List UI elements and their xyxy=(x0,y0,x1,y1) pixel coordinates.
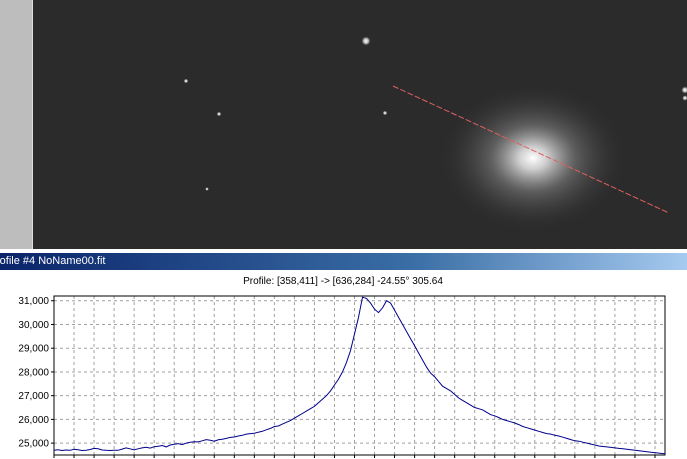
chart-grid xyxy=(53,296,665,455)
star xyxy=(361,36,371,46)
y-tick-label: 26,000 xyxy=(18,415,49,426)
y-axis: 25,000 26,000 27,000 28,000 29,000 30,000 31,0… xyxy=(18,296,54,450)
star xyxy=(216,111,222,117)
profile-series-line xyxy=(53,296,665,455)
image-viewer[interactable] xyxy=(0,0,687,249)
plot-frame xyxy=(53,295,666,456)
y-tick-label: 27,000 xyxy=(18,391,49,402)
fits-image-canvas xyxy=(33,0,687,249)
y-tick-label: 31,000 xyxy=(18,296,49,307)
fits-image[interactable] xyxy=(32,0,687,249)
profile-chart: Profile: [358,411] -> [636,284] -24.55° … xyxy=(18,276,666,458)
window-title-bar[interactable]: rofile #4 NoName00.fit xyxy=(0,253,687,270)
star xyxy=(183,78,189,84)
profile-line[interactable] xyxy=(392,85,670,214)
window-title: rofile #4 NoName00.fit xyxy=(0,255,106,267)
y-tick-label: 30,000 xyxy=(18,320,49,331)
y-tick-label: 29,000 xyxy=(18,344,49,355)
star xyxy=(205,187,209,191)
star xyxy=(682,95,687,101)
y-tick-label: 28,000 xyxy=(18,367,49,378)
star xyxy=(382,110,388,116)
chart-title: Profile: [358,411] -> [636,284] -24.55° … xyxy=(243,276,443,287)
x-axis: 0102030405060708090100110120130140150160… xyxy=(53,455,656,458)
galaxy xyxy=(438,83,628,233)
profile-window: rofile #4 NoName00.fit Profile: [358,411… xyxy=(0,249,687,459)
viewer-gutter xyxy=(0,0,32,249)
star xyxy=(681,86,687,94)
y-tick-label: 25,000 xyxy=(18,439,49,450)
